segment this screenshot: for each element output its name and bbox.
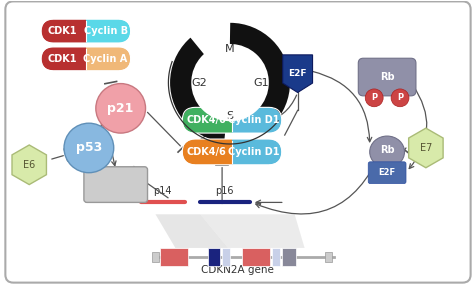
Text: G2: G2 xyxy=(191,78,207,87)
Polygon shape xyxy=(409,128,443,168)
Bar xyxy=(232,139,269,165)
Text: E2F: E2F xyxy=(288,69,307,78)
Polygon shape xyxy=(283,55,312,93)
Bar xyxy=(232,107,269,133)
Text: Cyclin A: Cyclin A xyxy=(83,54,128,64)
FancyBboxPatch shape xyxy=(368,162,406,184)
Text: P: P xyxy=(371,93,377,102)
Circle shape xyxy=(391,89,409,107)
Bar xyxy=(195,107,232,133)
Ellipse shape xyxy=(256,107,282,133)
Ellipse shape xyxy=(182,139,208,165)
Circle shape xyxy=(191,44,269,121)
Polygon shape xyxy=(200,214,305,248)
Circle shape xyxy=(365,89,383,107)
FancyBboxPatch shape xyxy=(5,1,471,283)
Text: MDM2: MDM2 xyxy=(97,180,134,190)
Text: Cyclin B: Cyclin B xyxy=(83,26,128,36)
Text: p14: p14 xyxy=(153,186,172,196)
Polygon shape xyxy=(12,145,46,185)
Bar xyxy=(53,47,86,71)
FancyBboxPatch shape xyxy=(84,167,147,202)
Bar xyxy=(195,139,232,165)
Circle shape xyxy=(64,123,114,173)
Bar xyxy=(86,47,118,71)
FancyBboxPatch shape xyxy=(326,252,332,262)
Text: CDK1: CDK1 xyxy=(48,54,77,64)
Text: Cyclin D1: Cyclin D1 xyxy=(228,115,280,125)
Ellipse shape xyxy=(370,136,404,168)
Text: Rb: Rb xyxy=(380,72,394,82)
Text: p53: p53 xyxy=(76,141,102,154)
Bar xyxy=(53,19,86,43)
Text: E7: E7 xyxy=(419,143,432,153)
Ellipse shape xyxy=(182,107,208,133)
Ellipse shape xyxy=(107,47,131,71)
Text: P: P xyxy=(397,93,403,102)
Bar xyxy=(222,248,230,266)
Bar xyxy=(208,248,220,266)
Text: CDK4/6: CDK4/6 xyxy=(186,115,226,125)
Ellipse shape xyxy=(256,139,282,165)
Text: Rb: Rb xyxy=(380,145,394,155)
Text: S: S xyxy=(227,111,234,121)
Text: p16: p16 xyxy=(215,186,233,196)
Ellipse shape xyxy=(41,19,65,43)
FancyBboxPatch shape xyxy=(358,58,416,96)
FancyBboxPatch shape xyxy=(153,252,159,262)
Ellipse shape xyxy=(41,47,65,71)
Text: M: M xyxy=(225,44,235,54)
Circle shape xyxy=(96,84,146,133)
Text: p21: p21 xyxy=(108,102,134,115)
Bar xyxy=(86,19,118,43)
Text: CDKN2A gene: CDKN2A gene xyxy=(201,265,273,275)
Text: E2F: E2F xyxy=(379,168,396,177)
Bar xyxy=(272,248,280,266)
Text: Cyclin D1: Cyclin D1 xyxy=(228,147,280,157)
Text: G1: G1 xyxy=(253,78,269,87)
Bar xyxy=(242,248,270,266)
Bar xyxy=(282,248,296,266)
Polygon shape xyxy=(155,214,228,248)
Text: E6: E6 xyxy=(23,160,36,170)
Ellipse shape xyxy=(107,19,131,43)
Text: CDK1: CDK1 xyxy=(48,26,77,36)
Text: CDK4/6: CDK4/6 xyxy=(186,147,226,157)
Bar xyxy=(161,248,188,266)
